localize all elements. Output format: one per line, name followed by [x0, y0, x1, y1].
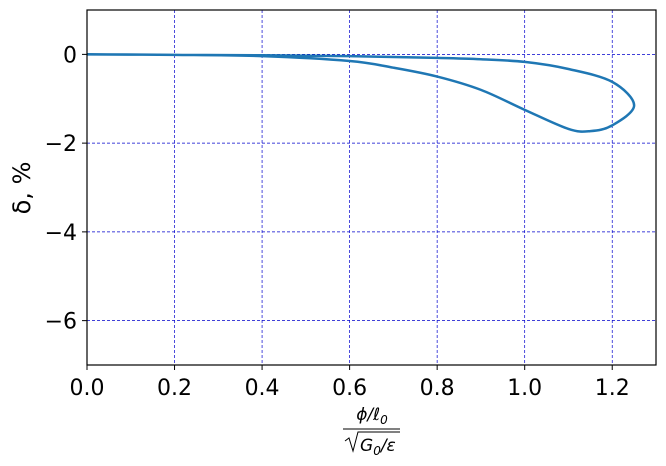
x-tick-label: 1.2 [595, 376, 630, 401]
x-axis-label-numerator-sub: 0 [380, 413, 388, 427]
x-tick-label: 1.0 [507, 376, 542, 401]
series-line [86, 53, 636, 133]
x-tick-label: 0.6 [332, 376, 367, 401]
x-tick-label: 0.0 [70, 376, 105, 401]
x-axis-label-numerator: ϕ/ℓ0 [356, 405, 388, 427]
y-axis-ticks: 0 −2 −4 −6 [45, 43, 87, 335]
sqrt-sign [344, 431, 400, 453]
y-tick-label: −6 [45, 310, 77, 335]
y-axis-label: δ, % [8, 162, 36, 215]
x-axis-label: ϕ/ℓ0 G0/ε [343, 405, 400, 458]
x-tick-label: 0.4 [245, 376, 280, 401]
x-axis-label-denominator: G0/ε [360, 436, 396, 458]
y-tick-label: −4 [45, 221, 77, 246]
x-axis-label-numerator-main: ϕ/ℓ [356, 405, 380, 425]
y-tick-label: 0 [63, 43, 77, 68]
grid [87, 10, 656, 365]
x-tick-label: 0.8 [420, 376, 455, 401]
x-axis-label-denominator-rest: /ε [379, 436, 396, 456]
y-tick-label: −2 [45, 132, 77, 157]
plot-area-frame [86, 9, 657, 366]
x-axis-label-denominator-main: G [360, 436, 373, 456]
x-tick-label: 0.2 [157, 376, 192, 401]
x-axis-label-denominator-sub: 0 [373, 444, 381, 458]
x-axis-ticks: 0.0 0.2 0.4 0.6 0.8 1.0 1.2 [70, 365, 630, 401]
